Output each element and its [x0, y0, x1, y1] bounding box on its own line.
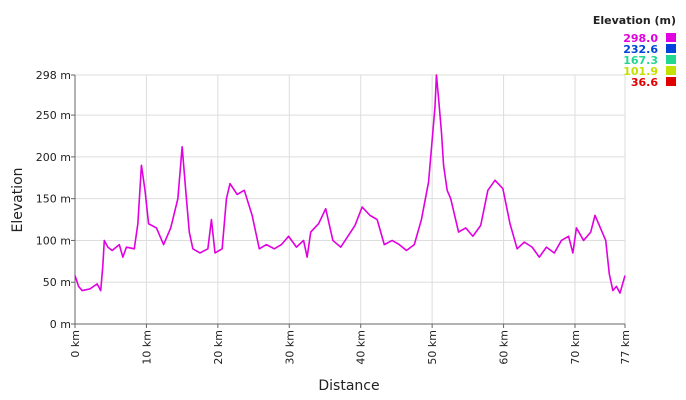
- legend-swatch: [666, 55, 676, 64]
- x-tick-label: 0 km: [69, 330, 82, 358]
- x-tick-label: 50 km: [426, 330, 439, 365]
- y-tick-label: 0 m: [50, 318, 71, 331]
- x-tick-label: 40 km: [355, 330, 368, 365]
- y-tick-label: 250 m: [36, 109, 71, 122]
- x-tick-label: 70 km: [569, 330, 582, 365]
- x-tick-label: 77 km: [619, 330, 632, 365]
- x-tick-label: 20 km: [212, 330, 225, 365]
- y-axis-label: Elevation: [10, 167, 26, 232]
- legend-swatch: [666, 44, 676, 53]
- legend-swatch: [666, 77, 676, 86]
- y-tick-label: 200 m: [36, 151, 71, 164]
- legend-label: 232.6: [623, 43, 658, 56]
- legend-swatch: [666, 66, 676, 75]
- y-tick-label: 150 m: [36, 193, 71, 206]
- legend-swatch: [666, 33, 676, 42]
- legend-label: 36.6: [631, 76, 658, 89]
- x-tick-label: 10 km: [140, 330, 153, 365]
- x-axis-label: Distance: [318, 378, 379, 394]
- legend-label: 101.9: [623, 65, 658, 78]
- legend-label: 167.3: [623, 54, 658, 67]
- legend-label: 298.0: [623, 32, 658, 45]
- y-tick-label: 100 m: [36, 234, 71, 247]
- y-tick-label: 50 m: [43, 276, 71, 289]
- x-tick-label: 60 km: [498, 330, 511, 365]
- legend-title: Elevation (m): [593, 14, 676, 27]
- x-tick-label: 30 km: [283, 330, 296, 365]
- y-tick-label: 298 m: [36, 69, 71, 82]
- elevation-line: [74, 74, 626, 294]
